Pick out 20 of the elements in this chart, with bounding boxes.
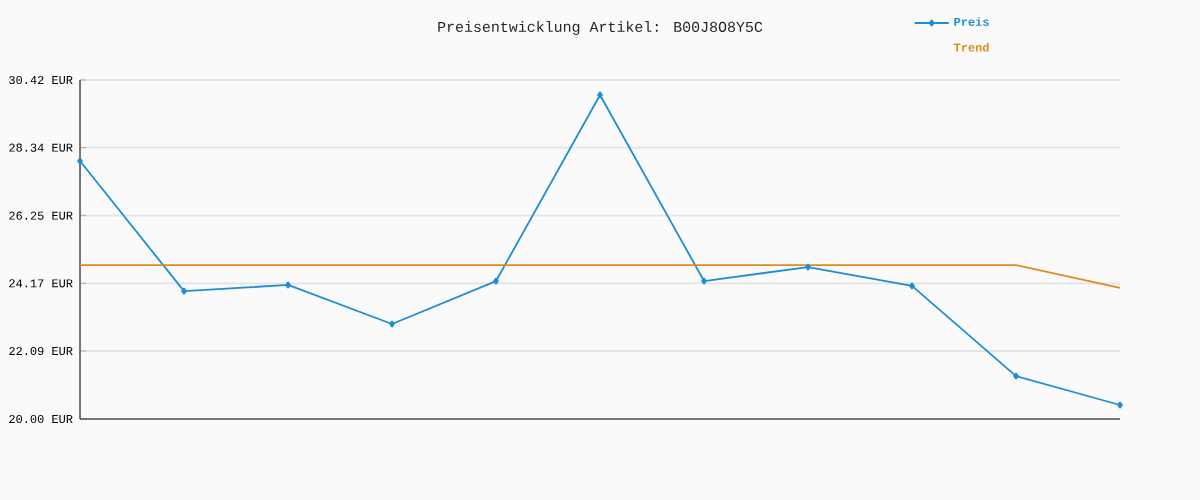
point	[805, 263, 811, 271]
point	[1117, 401, 1123, 409]
y-tick-label: 26.25 EUR	[9, 211, 73, 220]
point	[389, 320, 395, 328]
point	[909, 282, 915, 290]
y-tick-label: 20.00 EUR	[9, 414, 73, 424]
point	[493, 277, 499, 285]
chart-title: Preisentwicklung Artikel: B00J8O8Y5C	[438, 21, 763, 35]
legend-label: Preis	[954, 17, 989, 26]
y-tick-label: 28.34 EUR	[9, 143, 73, 152]
point	[181, 287, 187, 295]
point	[597, 91, 603, 99]
text: Trend	[953, 42, 989, 52]
y-tick-label: 24.17 EUR	[9, 279, 73, 288]
y-tick-label: 22.09 EUR	[9, 346, 73, 356]
y-tick-label: 30.42 EUR	[9, 75, 73, 85]
point	[701, 277, 707, 285]
point	[77, 157, 83, 165]
point	[1013, 372, 1019, 380]
point	[285, 281, 291, 289]
